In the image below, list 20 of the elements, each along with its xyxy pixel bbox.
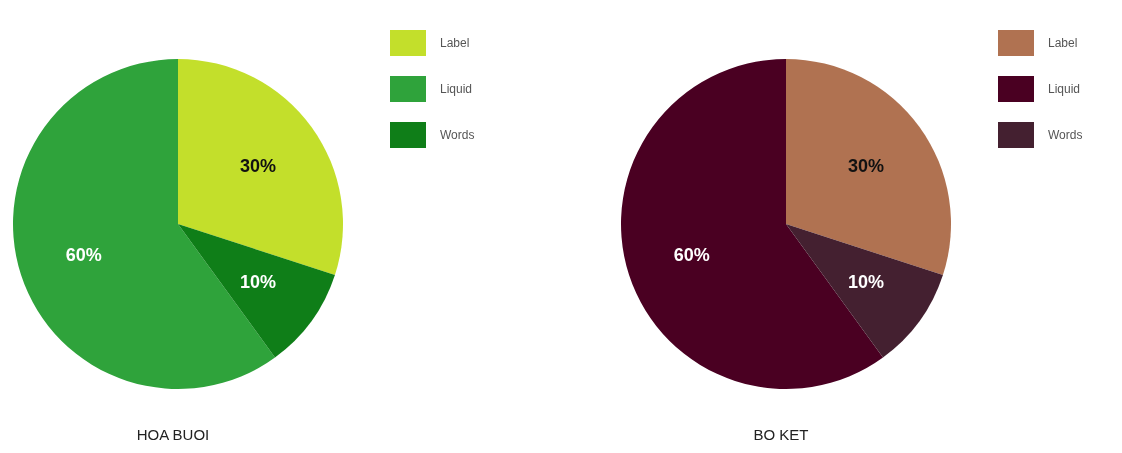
legend-label: Liquid xyxy=(440,82,473,96)
legend-label: Words xyxy=(440,128,475,142)
pie-slice xyxy=(786,224,943,358)
data-label: 10% xyxy=(240,272,277,293)
pie-slice xyxy=(178,224,335,358)
pie-slice xyxy=(13,59,275,389)
text: HOA BUOI xyxy=(135,426,211,443)
legend-label: Words xyxy=(1048,128,1083,142)
data-label: 10% xyxy=(848,272,885,293)
data-label: 30% xyxy=(848,155,885,176)
text: BO KET xyxy=(752,426,810,443)
legend-label: Label xyxy=(1048,36,1078,50)
legend-label: Liquid xyxy=(1048,82,1081,96)
pie-slice xyxy=(178,59,343,275)
data-label: 60% xyxy=(65,244,102,265)
data-label: 60% xyxy=(673,244,710,265)
data-label: 30% xyxy=(240,155,277,176)
pie-slice xyxy=(621,59,883,389)
pie-slice xyxy=(786,59,951,275)
legend-label: Label xyxy=(440,36,470,50)
